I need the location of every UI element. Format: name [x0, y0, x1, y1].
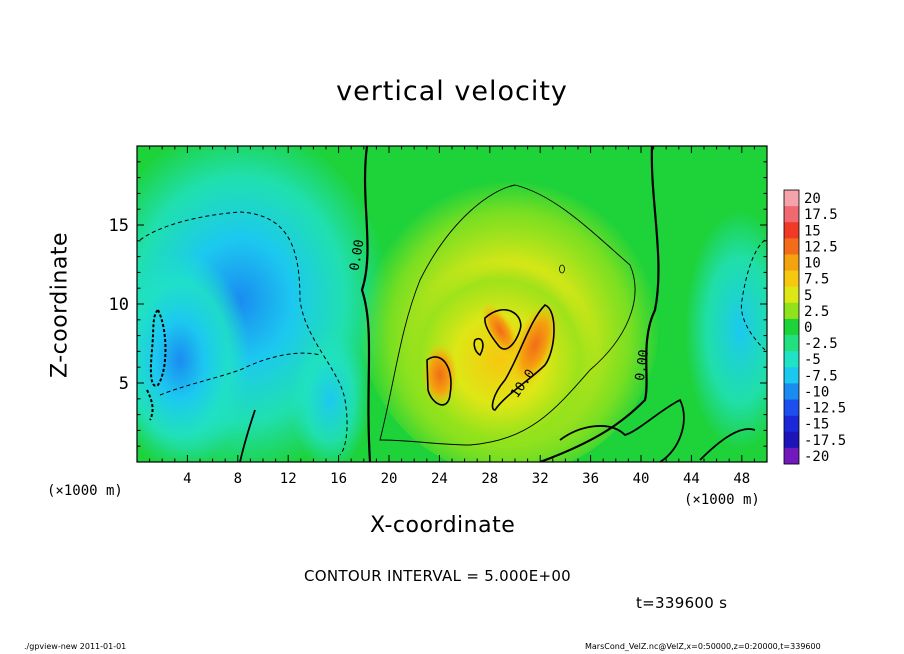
x-tick-label: 12	[280, 471, 297, 487]
x-tick-label: 16	[330, 471, 347, 487]
heatmap-field	[137, 146, 767, 462]
time-label: t=339600 s	[636, 594, 728, 612]
colorbar-label: 20	[804, 191, 821, 207]
x-tick-label: 48	[733, 471, 750, 487]
x-tick-label: 4	[183, 471, 191, 487]
contour-interval-text: CONTOUR INTERVAL = 5.000E+00	[304, 567, 572, 585]
colorbar-label: -7.5	[804, 368, 838, 384]
colorbar-swatch	[784, 318, 799, 336]
colorbar-label: -20	[804, 449, 829, 465]
y-tick-label: 5	[119, 374, 129, 394]
x-tick-label: 20	[381, 471, 398, 487]
colorbar-swatch	[784, 222, 799, 239]
colorbar-swatch	[784, 286, 799, 304]
colorbar-label: 2.5	[804, 304, 829, 320]
colorbar-label: -5	[804, 352, 821, 368]
contour-label: 0.00	[347, 239, 367, 272]
colorbar-label: -12.5	[804, 401, 846, 417]
footer-right: MarsCond_VelZ.nc@VelZ,x=0:50000,z=0:2000…	[585, 642, 821, 651]
colorbar-frame	[783, 189, 800, 465]
colorbar-swatch	[784, 270, 799, 288]
colorbar-swatch	[784, 415, 799, 433]
colorbar-swatch	[784, 399, 799, 416]
footer-left: ./gpview-new 2011-01-01	[24, 642, 127, 651]
x-axis-label: X-coordinate	[370, 513, 516, 538]
colorbar-label: 10	[804, 256, 821, 272]
colorbar-swatch	[784, 238, 799, 255]
x-tick-label: 24	[431, 471, 448, 487]
colorbar-swatch	[784, 335, 799, 352]
x-unit-label-left: (×1000 m)	[47, 483, 123, 499]
colorbar-swatch	[784, 447, 799, 465]
x-tick-label: 8	[234, 471, 242, 487]
colorbar-label: 7.5	[804, 272, 829, 288]
colorbar-label: -2.5	[804, 336, 838, 352]
colorbar-label: -17.5	[804, 433, 846, 449]
x-tick-label: 44	[683, 471, 700, 487]
y-tick-label: 15	[109, 216, 129, 236]
colorbar-swatch	[784, 351, 799, 368]
colorbar-swatch	[784, 367, 799, 384]
colorbar-swatch	[784, 190, 799, 207]
contour-label: 0.00	[633, 349, 652, 382]
x-tick-label: 36	[582, 471, 599, 487]
colorbar-label: -10	[804, 384, 829, 400]
colorbar-label: 17.5	[804, 207, 838, 223]
colorbar-label: 0	[804, 320, 812, 336]
colorbar-label: 15	[804, 223, 821, 239]
colorbar-swatch	[784, 431, 799, 449]
colorbar-swatch	[784, 206, 799, 223]
y-tick-label: 10	[109, 295, 129, 315]
colorbar-label: -15	[804, 417, 829, 433]
colorbar-label: 5	[804, 288, 812, 304]
chart-title: vertical velocity	[336, 76, 568, 107]
colorbar-label: 12.5	[804, 239, 838, 255]
x-tick-label: 40	[633, 471, 650, 487]
x-tick-label: 28	[481, 471, 498, 487]
colorbar-swatch	[784, 254, 799, 271]
x-unit-label-right: (×1000 m)	[684, 492, 760, 508]
colorbar-swatch	[784, 302, 799, 320]
colorbar-swatch	[784, 383, 799, 400]
x-tick-label: 32	[532, 471, 549, 487]
